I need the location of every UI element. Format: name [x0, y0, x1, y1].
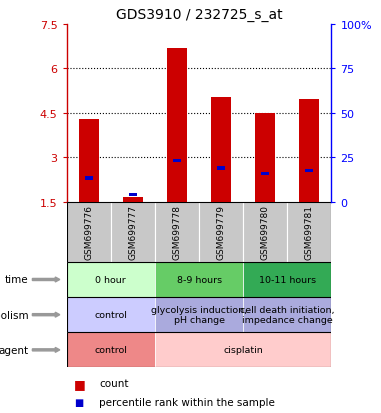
- Bar: [243, 202, 287, 262]
- Text: control: control: [94, 346, 127, 354]
- Text: cisplatin: cisplatin: [223, 346, 263, 354]
- Text: GSM699780: GSM699780: [261, 205, 270, 260]
- Text: time: time: [5, 275, 29, 285]
- Text: GSM699781: GSM699781: [305, 205, 314, 260]
- Bar: [155, 332, 331, 368]
- Text: ■: ■: [74, 396, 83, 407]
- Bar: [123, 198, 143, 202]
- Bar: [261, 173, 269, 176]
- Text: control: control: [94, 311, 127, 319]
- Bar: [211, 97, 231, 202]
- Text: GSM699777: GSM699777: [128, 205, 138, 260]
- Title: GDS3910 / 232725_s_at: GDS3910 / 232725_s_at: [116, 8, 282, 22]
- Bar: [255, 114, 275, 202]
- Bar: [167, 48, 187, 202]
- Bar: [155, 297, 243, 332]
- Bar: [199, 202, 243, 262]
- Text: percentile rank within the sample: percentile rank within the sample: [99, 396, 275, 407]
- Text: 8-9 hours: 8-9 hours: [176, 275, 222, 284]
- Text: GSM699778: GSM699778: [173, 205, 181, 260]
- Bar: [155, 202, 199, 262]
- Text: 0 hour: 0 hour: [95, 275, 126, 284]
- Bar: [67, 262, 155, 297]
- Text: cell death initiation,
impedance change: cell death initiation, impedance change: [240, 305, 335, 325]
- Bar: [299, 100, 319, 202]
- Bar: [85, 177, 93, 180]
- Bar: [155, 262, 243, 297]
- Bar: [306, 169, 314, 173]
- Bar: [217, 166, 225, 170]
- Text: ■: ■: [74, 377, 86, 390]
- Bar: [243, 297, 331, 332]
- Text: GSM699779: GSM699779: [217, 205, 226, 260]
- Text: 10-11 hours: 10-11 hours: [259, 275, 316, 284]
- Bar: [111, 202, 155, 262]
- Bar: [287, 202, 331, 262]
- Text: glycolysis induction,
pH change: glycolysis induction, pH change: [151, 305, 247, 325]
- Bar: [173, 159, 181, 163]
- Text: agent: agent: [0, 345, 29, 355]
- Text: metabolism: metabolism: [0, 310, 29, 320]
- Bar: [67, 297, 155, 332]
- Bar: [243, 262, 331, 297]
- Bar: [67, 202, 111, 262]
- Bar: [129, 193, 137, 197]
- Bar: [79, 119, 99, 202]
- Text: GSM699776: GSM699776: [84, 205, 93, 260]
- Text: count: count: [99, 378, 128, 389]
- Bar: [67, 332, 155, 368]
